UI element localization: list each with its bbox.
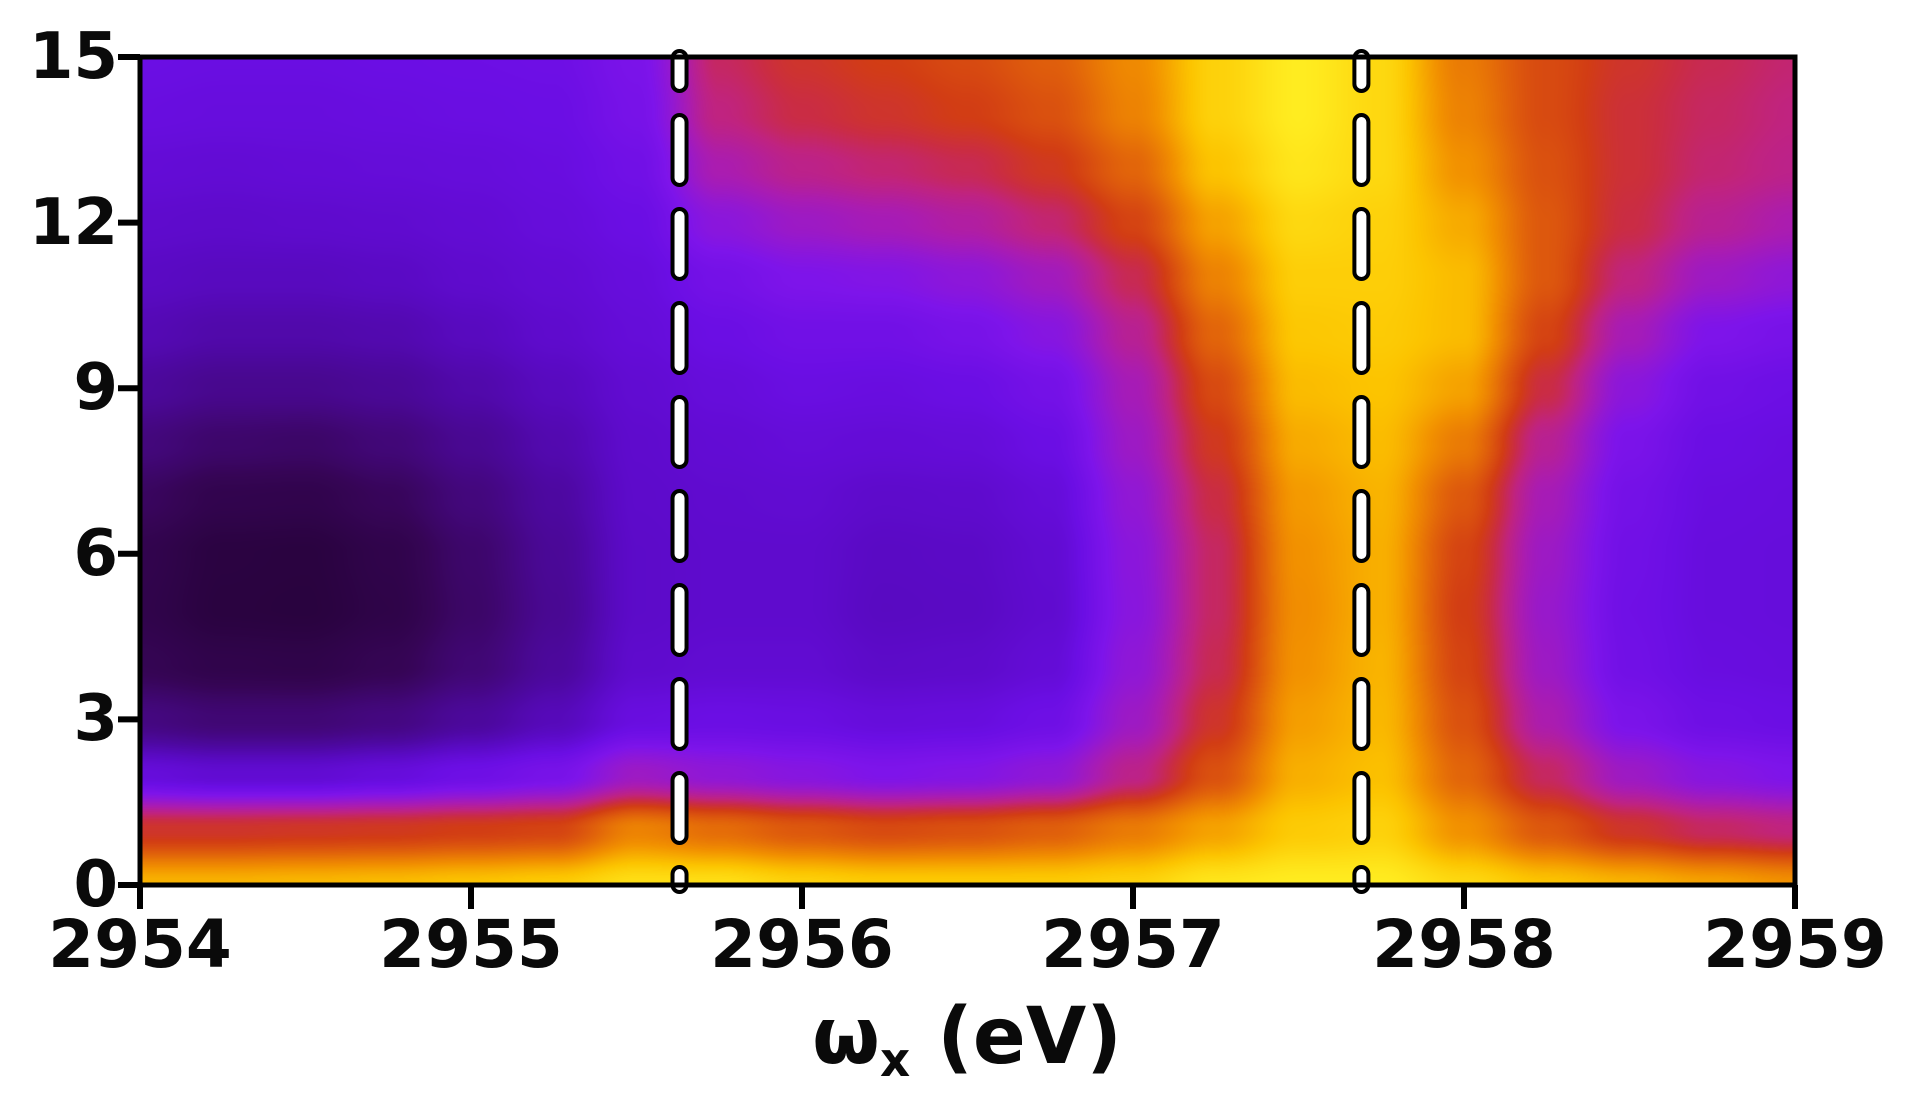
x-tick-label-2954: 2954	[48, 906, 232, 983]
figure-root: 0 3 6 9 12 15 2954 2955 2956 2957 2958 2959 ωx (eV…	[28, 20, 1887, 1089]
y-tick-label-9: 9	[73, 351, 118, 426]
x-axis-label-omega: ω	[812, 992, 880, 1082]
y-tick-label-3: 3	[73, 682, 118, 757]
y-tick-label-15: 15	[28, 20, 118, 94]
x-tick-label-2957: 2957	[1041, 906, 1225, 983]
y-tick-label-6: 6	[73, 516, 118, 591]
heatmap-canvas	[140, 57, 1795, 885]
x-axis-label-subscript: x	[879, 1034, 911, 1089]
x-axis-label: ωx (eV)	[812, 992, 1122, 1106]
y-tick-label-12: 12	[28, 185, 118, 260]
x-axis-label-units: (eV)	[910, 992, 1122, 1082]
y-tick-label-0: 0	[73, 848, 118, 922]
x-tick-label-2958: 2958	[1372, 906, 1556, 983]
x-tick-label-2959: 2959	[1703, 906, 1887, 983]
x-tick-label-2955: 2955	[379, 906, 563, 983]
x-tick-label-2956: 2956	[710, 906, 894, 983]
